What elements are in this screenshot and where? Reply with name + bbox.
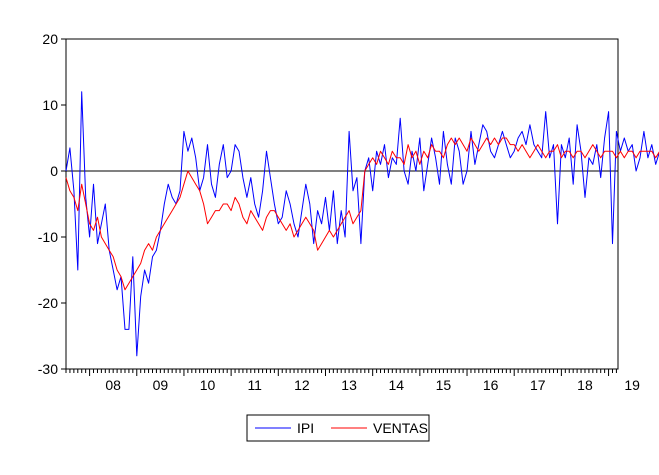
x-tick-label: 12	[294, 377, 310, 393]
x-tick-label: 13	[341, 377, 357, 393]
legend: IPI VENTAS	[246, 414, 430, 442]
series-layer	[65, 91, 659, 357]
x-tick-label: 09	[153, 377, 169, 393]
legend-label-ipi: IPI	[297, 420, 314, 436]
x-tick-label: 15	[436, 377, 452, 393]
plot-frame	[65, 38, 619, 370]
x-tick-label: 17	[530, 377, 546, 393]
y-tick-label: -20	[38, 295, 58, 311]
series-line-ipi	[65, 91, 659, 357]
x-tick-label: 18	[577, 377, 593, 393]
x-tick-label: 11	[247, 377, 262, 393]
y-tick-label: -30	[38, 361, 58, 377]
x-tick-label: 08	[105, 377, 121, 393]
x-tick-label: 10	[200, 377, 216, 393]
y-axis: 20 10 0 -10 -20 -30	[38, 31, 66, 377]
series-line-ventas	[65, 137, 659, 291]
x-tick-label: 16	[483, 377, 499, 393]
x-axis: 08 09 10 11 12 13 14 15 16 17 18 19	[65, 369, 640, 393]
y-tick-label: -10	[38, 229, 58, 245]
y-tick-label: 0	[50, 163, 58, 179]
y-tick-label: 10	[42, 97, 58, 113]
x-tick-label: 19	[624, 377, 640, 393]
x-tick-label: 14	[388, 377, 404, 393]
legend-label-ventas: VENTAS	[373, 420, 428, 436]
y-tick-label: 20	[42, 31, 58, 47]
